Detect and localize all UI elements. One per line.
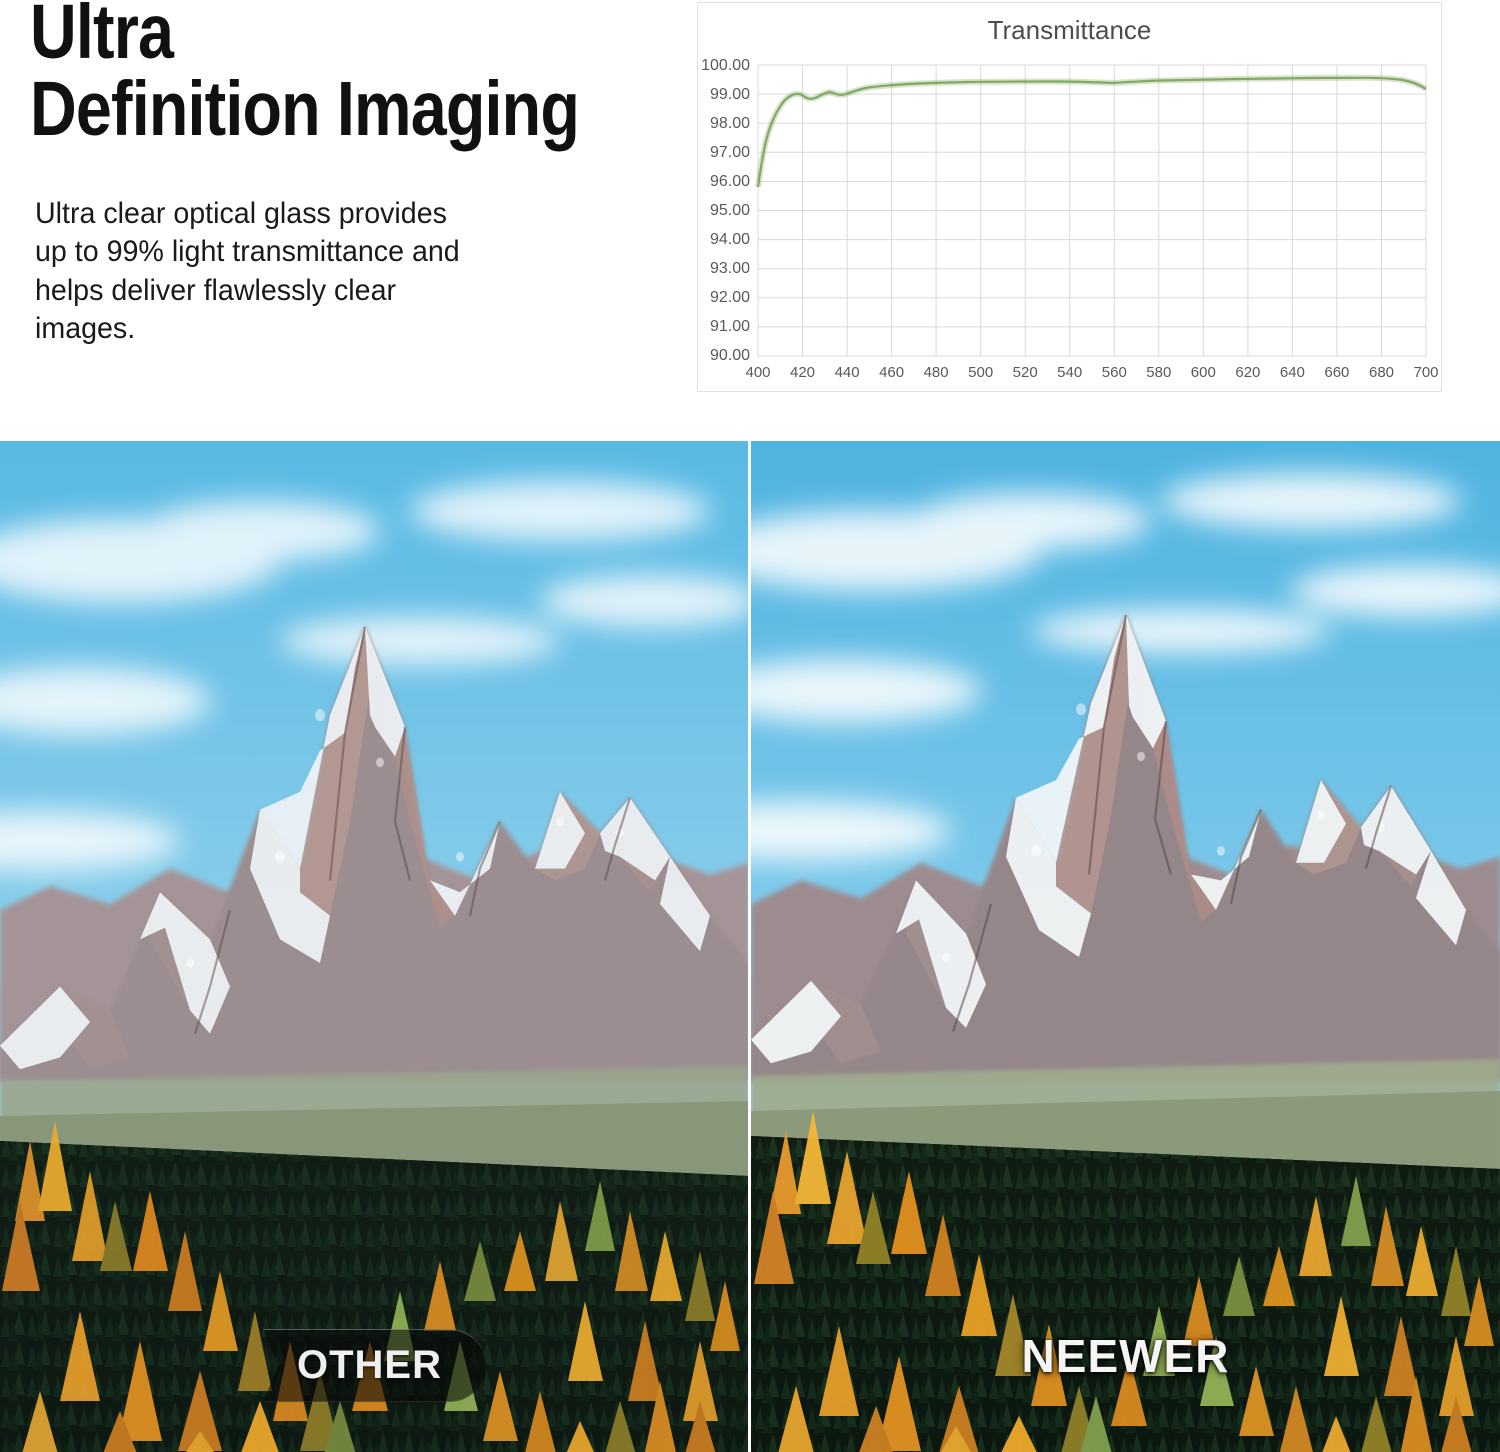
svg-text:92.00: 92.00 [710,289,750,306]
svg-text:400: 400 [745,364,770,381]
svg-text:700: 700 [1413,364,1438,381]
svg-text:98.00: 98.00 [710,115,750,132]
svg-text:91.00: 91.00 [710,318,750,335]
svg-text:540: 540 [1057,364,1082,381]
svg-text:620: 620 [1235,364,1260,381]
svg-text:95.00: 95.00 [710,202,750,219]
svg-text:500: 500 [968,364,993,381]
svg-text:90.00: 90.00 [710,347,750,364]
svg-text:96.00: 96.00 [710,173,750,190]
svg-text:420: 420 [790,364,815,381]
svg-text:680: 680 [1369,364,1394,381]
svg-text:560: 560 [1102,364,1127,381]
svg-text:640: 640 [1280,364,1305,381]
svg-text:97.00: 97.00 [710,144,750,161]
svg-text:600: 600 [1191,364,1216,381]
svg-text:580: 580 [1146,364,1171,381]
svg-text:94.00: 94.00 [710,231,750,248]
svg-text:480: 480 [924,364,949,381]
svg-text:660: 660 [1324,364,1349,381]
svg-text:440: 440 [835,364,860,381]
svg-text:100.00: 100.00 [701,57,750,74]
svg-text:520: 520 [1013,364,1038,381]
svg-text:460: 460 [879,364,904,381]
svg-text:99.00: 99.00 [710,86,750,103]
svg-text:93.00: 93.00 [710,260,750,277]
